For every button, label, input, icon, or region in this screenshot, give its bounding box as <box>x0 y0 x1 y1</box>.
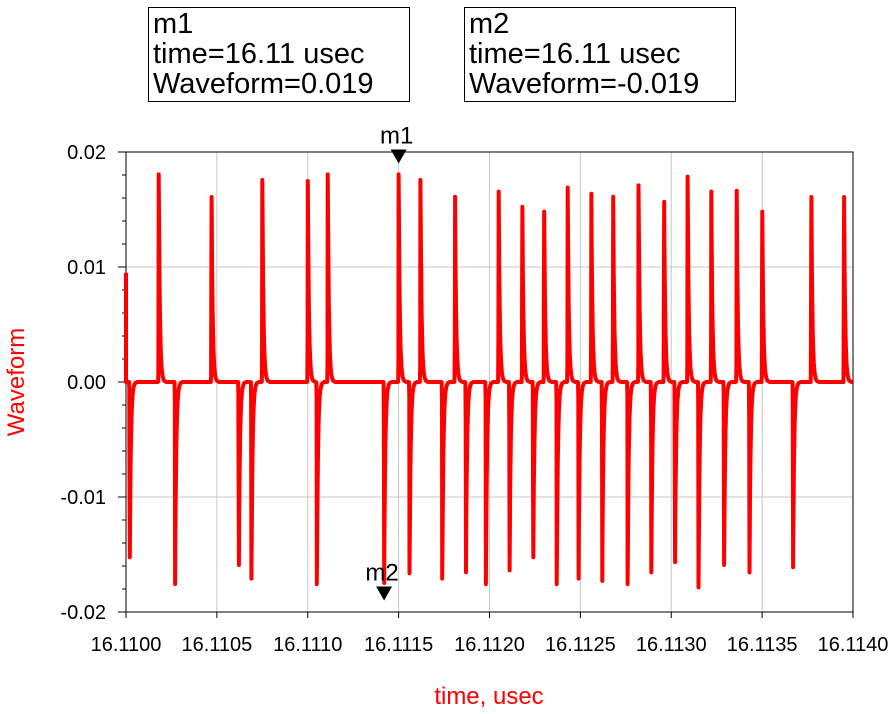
marker-m2-label: m2 <box>365 560 398 587</box>
marker-m1-name: m1 <box>153 8 194 40</box>
marker-m1-value: Waveform=0.019 <box>153 68 374 100</box>
x-axis-title: time, usec <box>434 683 543 710</box>
y-axis-title: Waveform <box>3 328 30 436</box>
y-tick-labels: 0.02 0.01 0.00 -0.01 -0.02 <box>60 142 126 624</box>
x-tick-label: 16.1140 <box>818 634 889 656</box>
x-tick-label: 16.1120 <box>454 634 525 656</box>
marker-m2-name: m2 <box>469 8 510 40</box>
x-tick-label: 16.1105 <box>181 634 252 656</box>
marker-m1-readout: m1 time=16.11 usec Waveform=0.019 <box>148 7 410 102</box>
y-tick-label: -0.01 <box>60 487 106 509</box>
marker-m2-arrow <box>376 586 393 601</box>
x-tick-label: 16.1115 <box>364 634 433 656</box>
y-tick-label: 0.01 <box>67 257 106 279</box>
marker-m2-value: Waveform=-0.019 <box>469 68 700 100</box>
marker-m1-label: m1 <box>380 123 413 150</box>
marker-m1-arrow <box>390 149 407 164</box>
x-tick-label: 16.1125 <box>545 634 616 656</box>
y-tick-label: 0.02 <box>67 142 106 164</box>
x-tick-label: 16.1100 <box>91 634 162 656</box>
x-tick-label: 16.1130 <box>636 634 707 656</box>
x-tick-label: 16.1135 <box>727 634 798 656</box>
marker-m1-time: time=16.11 usec <box>153 38 365 70</box>
x-tick-labels: 16.1100 16.1105 16.1110 16.1115 16.1120 16.11… <box>91 612 889 656</box>
x-tick-label: 16.1110 <box>273 634 342 656</box>
y-tick-label: -0.02 <box>60 602 106 624</box>
waveform-series-line <box>124 172 855 590</box>
y-tick-label: 0.00 <box>67 372 106 394</box>
marker-m2-readout: m2 time=16.11 usec Waveform=-0.019 <box>464 7 736 102</box>
marker-layer: m1 m2 <box>365 123 413 601</box>
marker-m2-time: time=16.11 usec <box>469 38 681 70</box>
